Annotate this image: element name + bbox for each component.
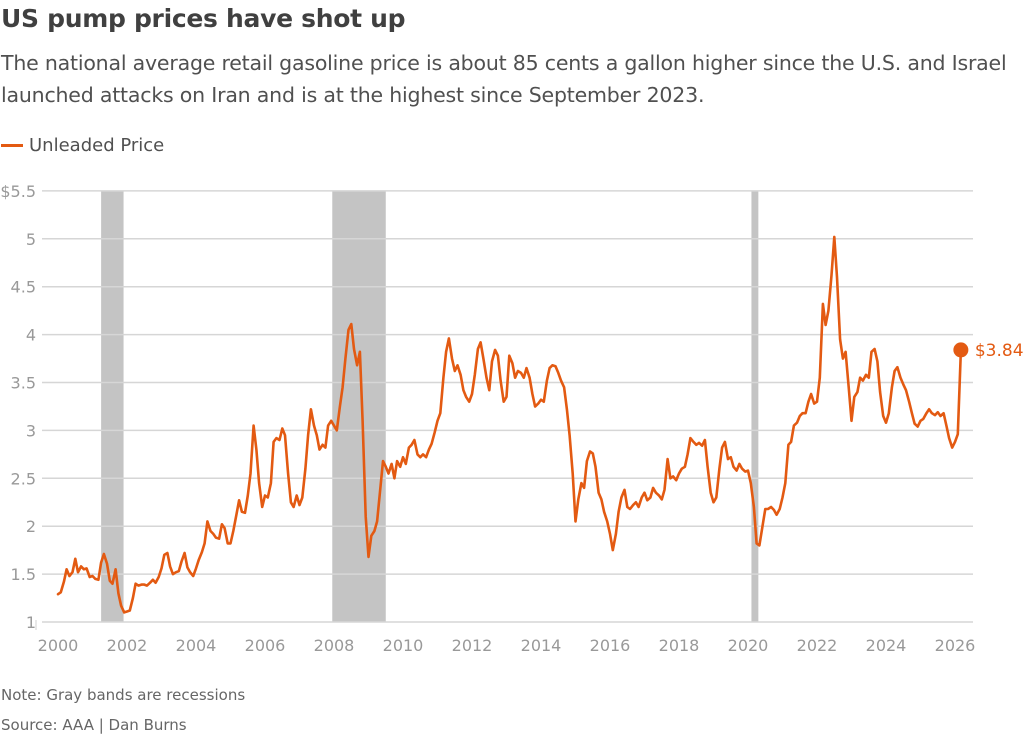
end-point-marker bbox=[953, 342, 969, 358]
y-tick-label: 1.5 bbox=[11, 565, 36, 584]
x-tick-label: 2002 bbox=[107, 636, 148, 655]
y-tick-label: $5.5 bbox=[0, 182, 36, 201]
series-line-unleaded-price bbox=[56, 235, 963, 614]
x-tick-label: 2000 bbox=[38, 636, 79, 655]
y-tick-label: 2.5 bbox=[11, 469, 36, 488]
y-axis-ticks: 1 1.5 2 2.5 3 3.5 4 4.5 5 $5.5 bbox=[0, 182, 36, 632]
y-tick-label: 3 bbox=[26, 421, 36, 440]
x-tick-label: 2014 bbox=[521, 636, 562, 655]
y-tick-label: 1 bbox=[26, 613, 36, 632]
end-marker-layer: $3.84 bbox=[953, 341, 1024, 361]
x-tick-label: 2022 bbox=[797, 636, 838, 655]
y-tick-label: 3.5 bbox=[11, 374, 36, 393]
y-tick-label: 4.5 bbox=[11, 278, 36, 297]
x-tick-label: 2016 bbox=[590, 636, 631, 655]
footer-note: Note: Gray bands are recessions bbox=[1, 686, 246, 704]
x-tick-label: 2020 bbox=[728, 636, 769, 655]
legend-label-unleaded: Unleaded Price bbox=[29, 135, 165, 156]
x-tick-label: 2012 bbox=[452, 636, 493, 655]
x-tick-label: 2018 bbox=[659, 636, 700, 655]
x-tick-label: 2004 bbox=[176, 636, 217, 655]
x-tick-label: 2006 bbox=[245, 636, 286, 655]
y-tick-label: 2 bbox=[26, 517, 36, 536]
recession-band bbox=[101, 190, 124, 622]
x-tick-label: 2010 bbox=[383, 636, 424, 655]
x-tick-label: 2026 bbox=[935, 636, 976, 655]
y-tick-label: 5 bbox=[26, 230, 36, 249]
chart-subtitle: The national average retail gasoline pri… bbox=[1, 51, 1007, 107]
footer-source: Source: AAA | Dan Burns bbox=[1, 716, 187, 734]
series-layer bbox=[56, 235, 963, 614]
x-tick-label: 2008 bbox=[314, 636, 355, 655]
recession-band bbox=[751, 190, 759, 622]
y-tick-label: 4 bbox=[26, 326, 36, 345]
end-value-label: $3.84 bbox=[975, 341, 1024, 361]
chart-title: US pump prices have shot up bbox=[1, 4, 406, 33]
x-tick-label: 2024 bbox=[866, 636, 907, 655]
x-axis-ticks: 2000 2002 2004 2006 2008 2010 2012 2014 2016 2018… bbox=[35, 620, 976, 655]
legend-swatch-unleaded bbox=[1, 144, 23, 147]
legend: Unleaded Price bbox=[1, 135, 164, 156]
